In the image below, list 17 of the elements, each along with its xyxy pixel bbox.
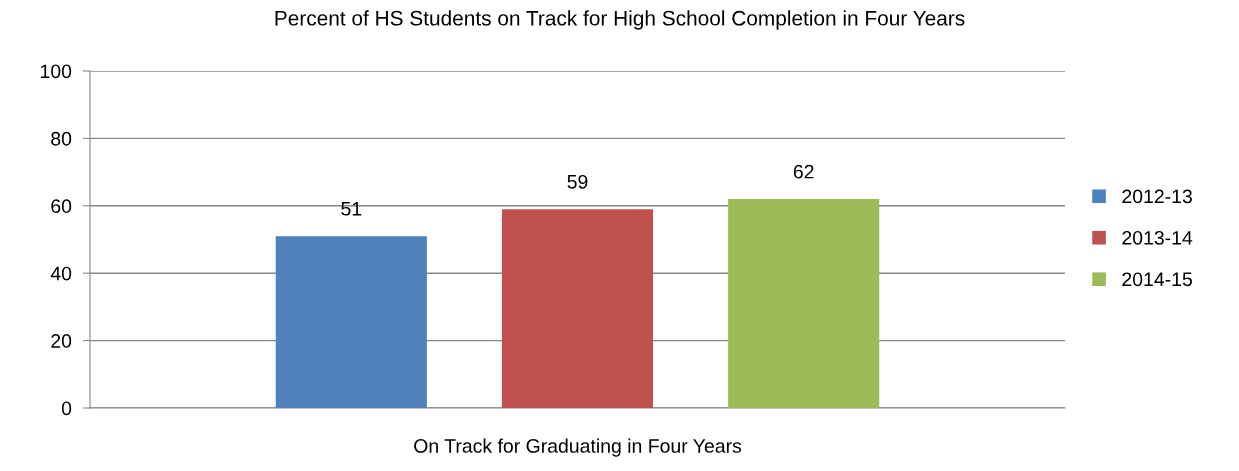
data-label: 62 bbox=[793, 164, 814, 179]
legend-label: 2013-14 bbox=[1122, 230, 1193, 245]
y-tick-label: 20 bbox=[51, 334, 72, 348]
legend-label: 2014-15 bbox=[1122, 272, 1192, 287]
data-label: 59 bbox=[567, 174, 588, 189]
bar bbox=[275, 236, 427, 408]
y-tick-label: 60 bbox=[51, 199, 72, 214]
bar bbox=[501, 209, 654, 408]
bar bbox=[728, 199, 880, 408]
x-tick-label: On Track for Graduating in Four Years bbox=[414, 438, 742, 457]
y-tick-label: 40 bbox=[50, 266, 72, 281]
y-tick-label: 0 bbox=[61, 401, 72, 416]
chart-title: Percent of HS Students on Track for High School Completion in Four Years bbox=[275, 10, 965, 30]
y-tick-label: 100 bbox=[40, 64, 72, 79]
data-label: 51 bbox=[341, 202, 362, 216]
legend-label: 2012-13 bbox=[1122, 189, 1192, 204]
y-tick-label: 80 bbox=[51, 131, 72, 146]
